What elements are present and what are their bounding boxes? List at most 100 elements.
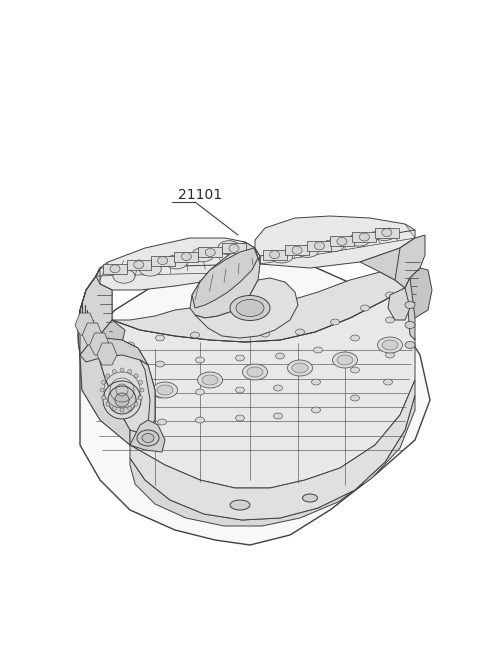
Ellipse shape: [128, 369, 132, 373]
Ellipse shape: [405, 341, 415, 348]
Ellipse shape: [313, 347, 323, 353]
Polygon shape: [80, 288, 415, 488]
Ellipse shape: [337, 238, 347, 246]
Ellipse shape: [191, 332, 200, 338]
Polygon shape: [174, 252, 198, 261]
Ellipse shape: [331, 319, 339, 325]
Ellipse shape: [205, 248, 215, 257]
Ellipse shape: [134, 402, 138, 406]
Polygon shape: [103, 264, 127, 274]
Ellipse shape: [296, 329, 304, 335]
Ellipse shape: [236, 355, 244, 361]
Ellipse shape: [312, 407, 321, 413]
Polygon shape: [130, 395, 415, 526]
Ellipse shape: [229, 244, 239, 252]
Ellipse shape: [157, 419, 167, 425]
Polygon shape: [78, 276, 112, 355]
Polygon shape: [80, 320, 125, 375]
Ellipse shape: [138, 381, 143, 384]
Ellipse shape: [236, 387, 244, 393]
Ellipse shape: [382, 340, 398, 350]
Ellipse shape: [242, 364, 267, 380]
Polygon shape: [83, 323, 102, 345]
Ellipse shape: [156, 392, 165, 398]
Polygon shape: [97, 343, 117, 365]
Ellipse shape: [142, 434, 154, 443]
Text: 21101: 21101: [178, 188, 222, 202]
Ellipse shape: [137, 430, 159, 446]
Ellipse shape: [385, 292, 395, 298]
Polygon shape: [395, 235, 425, 288]
Polygon shape: [360, 238, 420, 280]
Ellipse shape: [236, 299, 264, 316]
Polygon shape: [263, 250, 287, 259]
Ellipse shape: [197, 372, 223, 388]
Ellipse shape: [157, 385, 173, 395]
Ellipse shape: [288, 360, 312, 376]
Ellipse shape: [181, 253, 192, 261]
Polygon shape: [75, 313, 95, 335]
Ellipse shape: [302, 494, 317, 502]
Ellipse shape: [120, 368, 124, 372]
Ellipse shape: [271, 251, 293, 263]
Ellipse shape: [120, 408, 124, 412]
Ellipse shape: [312, 379, 321, 385]
Ellipse shape: [139, 262, 161, 276]
Ellipse shape: [348, 234, 370, 246]
Ellipse shape: [100, 388, 104, 392]
Ellipse shape: [134, 374, 138, 378]
Ellipse shape: [314, 242, 324, 250]
Ellipse shape: [236, 415, 244, 421]
Polygon shape: [222, 244, 246, 253]
Ellipse shape: [134, 261, 144, 269]
Polygon shape: [130, 360, 155, 445]
Ellipse shape: [112, 369, 116, 373]
Ellipse shape: [373, 229, 396, 240]
Polygon shape: [352, 232, 376, 242]
Ellipse shape: [350, 335, 360, 341]
Ellipse shape: [322, 240, 344, 252]
Ellipse shape: [140, 388, 144, 392]
Ellipse shape: [192, 248, 214, 262]
Polygon shape: [80, 345, 130, 445]
Ellipse shape: [384, 379, 393, 385]
Ellipse shape: [274, 385, 283, 391]
Polygon shape: [375, 227, 399, 238]
Polygon shape: [405, 268, 432, 318]
Polygon shape: [195, 278, 298, 338]
Ellipse shape: [102, 381, 106, 384]
Ellipse shape: [195, 357, 204, 363]
Polygon shape: [100, 272, 405, 342]
Polygon shape: [255, 216, 415, 268]
Ellipse shape: [276, 353, 285, 359]
Ellipse shape: [377, 337, 403, 353]
Polygon shape: [80, 338, 148, 365]
Ellipse shape: [292, 246, 302, 254]
Ellipse shape: [120, 397, 130, 403]
Ellipse shape: [106, 374, 110, 378]
Ellipse shape: [405, 301, 415, 309]
Polygon shape: [130, 420, 165, 452]
Ellipse shape: [274, 413, 283, 419]
Polygon shape: [151, 255, 175, 266]
Ellipse shape: [166, 255, 188, 269]
Polygon shape: [285, 245, 309, 255]
Ellipse shape: [102, 396, 106, 400]
Polygon shape: [98, 340, 155, 435]
Ellipse shape: [138, 396, 143, 400]
Ellipse shape: [202, 375, 218, 385]
Polygon shape: [90, 333, 109, 355]
Ellipse shape: [110, 265, 120, 272]
Ellipse shape: [112, 407, 116, 411]
Ellipse shape: [103, 381, 141, 419]
Ellipse shape: [385, 352, 395, 358]
Polygon shape: [96, 238, 260, 290]
Ellipse shape: [382, 229, 392, 236]
Polygon shape: [92, 268, 112, 320]
Polygon shape: [388, 288, 410, 320]
Ellipse shape: [125, 367, 134, 373]
Ellipse shape: [113, 269, 135, 283]
Ellipse shape: [108, 386, 136, 414]
Ellipse shape: [195, 389, 204, 395]
Ellipse shape: [360, 233, 370, 241]
